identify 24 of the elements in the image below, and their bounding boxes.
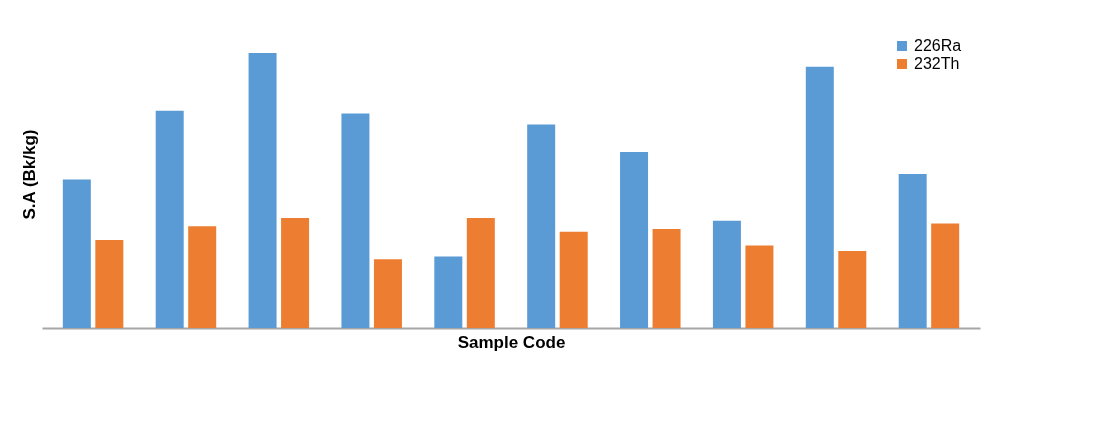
- x-axis-title: Sample Code: [457, 332, 566, 352]
- bar: [652, 229, 681, 328]
- bar: [95, 240, 124, 328]
- bar: [931, 223, 960, 328]
- bar: [805, 66, 834, 328]
- bar: [188, 226, 217, 328]
- bar: [341, 113, 370, 328]
- bar: [712, 220, 741, 328]
- bar: [527, 124, 556, 328]
- legend-label: 232Th: [914, 55, 960, 72]
- bar: [155, 110, 184, 328]
- bar: [898, 174, 927, 328]
- bar: [559, 231, 588, 328]
- bar: [62, 179, 91, 328]
- bar: [838, 251, 867, 328]
- bar: [620, 152, 649, 328]
- bar: [434, 256, 463, 328]
- bar: [248, 53, 277, 328]
- bar: [745, 245, 774, 328]
- bar: [466, 218, 495, 328]
- y-axis-title: S.A (Bk/kg): [19, 129, 39, 220]
- bar: [281, 218, 310, 328]
- bar: [373, 259, 402, 328]
- legend-label: 226Ra: [914, 37, 962, 54]
